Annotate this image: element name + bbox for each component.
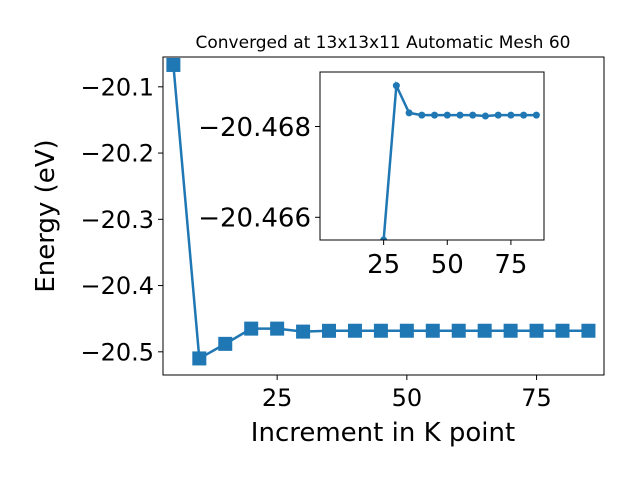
main-data-point <box>529 323 544 338</box>
main-chart: Converged at 13x13x11 Automatic Mesh 60 … <box>31 33 605 448</box>
main-data-point <box>451 323 466 338</box>
main-x-tick-label: 75 <box>521 384 552 412</box>
main-data-point <box>192 351 207 366</box>
inset-data-point <box>380 236 388 240</box>
main-x-ticks: 25 50 75 <box>262 375 552 412</box>
inset-x-tick-label: 25 <box>367 250 400 280</box>
main-y-ticks: −20.1 −20.2 −20.3 −20.4 −20.5 <box>80 73 163 366</box>
main-data-point <box>555 323 570 338</box>
inset-y-ticks: −20.468 −20.466 <box>198 113 320 234</box>
y-axis-label: Energy (eV) <box>31 139 61 292</box>
main-data-point <box>322 323 337 338</box>
inset-x-tick-label: 50 <box>431 250 464 280</box>
inset-data-point <box>418 111 426 119</box>
main-series <box>166 57 596 366</box>
inset-data-point <box>456 111 464 119</box>
main-data-point <box>503 323 518 338</box>
main-y-tick-label: −20.2 <box>80 140 154 168</box>
main-data-point <box>373 323 388 338</box>
inset-data-point <box>443 111 451 119</box>
inset-series <box>380 80 540 240</box>
main-data-point <box>166 57 181 72</box>
inset-plot-frame <box>319 71 545 241</box>
main-x-tick-label: 25 <box>262 384 293 412</box>
main-y-tick-label: −20.1 <box>80 73 154 101</box>
inset-data-point <box>532 111 540 119</box>
main-data-point <box>296 324 311 339</box>
inset-data-point <box>494 111 502 119</box>
main-data-point <box>218 336 233 351</box>
main-data-point <box>244 321 259 336</box>
inset-chart: 25 50 75 −20.468 −20.466 <box>198 71 545 280</box>
chart-title: Converged at 13x13x11 Automatic Mesh 60 <box>196 33 571 53</box>
main-y-tick-label: −20.3 <box>80 206 154 234</box>
inset-x-tick-label: 75 <box>494 250 527 280</box>
main-data-point <box>477 323 492 338</box>
inset-data-point <box>507 111 515 119</box>
inset-data-point <box>520 111 528 119</box>
main-data-point <box>347 323 362 338</box>
main-y-tick-label: −20.4 <box>80 272 154 300</box>
inset-data-point <box>481 112 489 120</box>
main-y-tick-label: −20.5 <box>80 338 154 366</box>
main-data-point <box>425 323 440 338</box>
x-axis-label: Increment in K point <box>251 418 515 448</box>
inset-data-point <box>392 82 400 90</box>
inset-background <box>320 72 544 240</box>
inset-x-ticks: 25 50 75 <box>367 240 527 280</box>
inset-y-tick-label: −20.468 <box>198 113 311 143</box>
inset-data-point <box>431 111 439 119</box>
inset-data-point <box>469 111 477 119</box>
main-data-point <box>581 323 596 338</box>
main-plot-frame <box>162 56 605 376</box>
main-data-point <box>270 321 285 336</box>
inset-data-point <box>405 109 413 117</box>
main-data-point <box>399 323 414 338</box>
inset-y-tick-label: −20.466 <box>198 204 311 234</box>
main-x-tick-label: 50 <box>392 384 423 412</box>
